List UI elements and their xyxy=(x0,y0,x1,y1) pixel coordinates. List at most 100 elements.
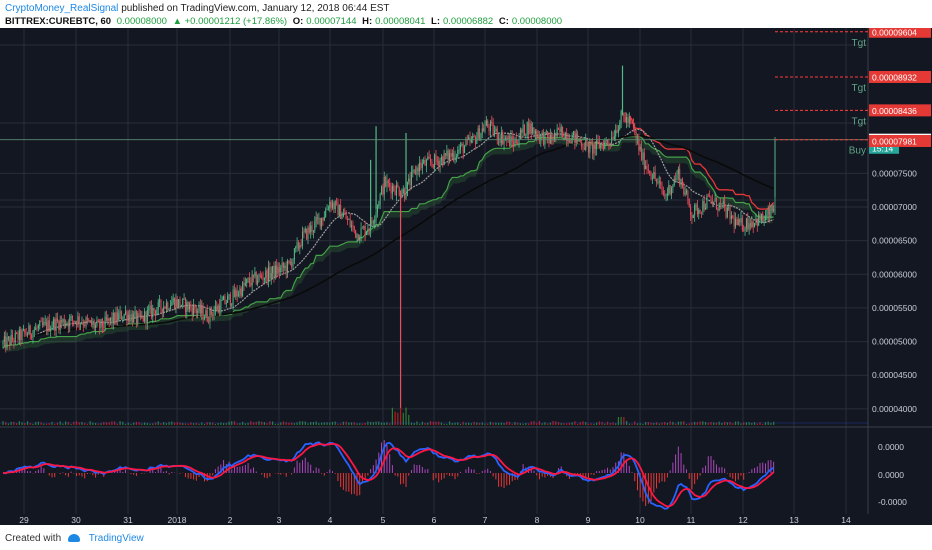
time-tick-label: 10 xyxy=(635,515,645,525)
volume-bar xyxy=(209,422,211,425)
candle-body xyxy=(717,209,719,211)
volume-bar xyxy=(590,423,592,425)
time-tick-label: 30 xyxy=(71,515,81,525)
volume-bar xyxy=(517,422,519,425)
volume-bar xyxy=(195,422,197,425)
candle-body xyxy=(364,226,366,235)
tradingview-brand[interactable]: TradingView xyxy=(88,533,144,544)
candle-body xyxy=(409,178,411,186)
symbol-name[interactable]: BITTREX:CUREBTC, 60 xyxy=(5,16,112,27)
volume-bar xyxy=(386,422,388,425)
candle-body xyxy=(202,306,204,320)
candle-body xyxy=(360,227,362,239)
volume-bar xyxy=(481,422,483,425)
candle-body xyxy=(292,259,294,267)
volume-bar xyxy=(615,423,617,425)
candle-body xyxy=(672,185,674,188)
volume-bar xyxy=(664,422,666,425)
volume-bar xyxy=(623,417,625,425)
candle-body xyxy=(474,136,476,144)
candle-body xyxy=(511,136,513,142)
candle-body xyxy=(446,150,448,156)
candle-body xyxy=(195,309,197,313)
candle-body xyxy=(204,317,206,320)
tradingview-logo-icon[interactable] xyxy=(67,534,80,543)
candle-body xyxy=(349,219,351,227)
candle-body xyxy=(163,306,165,313)
candle-body xyxy=(521,129,523,133)
candle-body xyxy=(514,138,516,147)
candle-body xyxy=(379,193,381,205)
candle-body xyxy=(457,150,459,157)
volume-bar xyxy=(443,423,445,425)
volume-bar xyxy=(631,423,633,425)
candle-body xyxy=(613,136,615,140)
candle-body xyxy=(150,305,152,318)
volume-bar xyxy=(541,423,543,425)
volume-bar xyxy=(32,423,34,425)
candle-body xyxy=(473,135,475,137)
candle-body xyxy=(702,201,704,213)
candle-body xyxy=(385,176,387,187)
volume-bar xyxy=(536,423,538,425)
candle-body xyxy=(167,302,169,310)
volume-bar xyxy=(487,423,489,425)
volume-bar xyxy=(525,422,527,425)
candle-body xyxy=(485,120,487,126)
chart-background xyxy=(0,28,932,525)
candle-body xyxy=(276,265,278,274)
candle-body xyxy=(627,117,629,124)
macd-tick-label: -0.0000 xyxy=(878,497,907,507)
candle-body xyxy=(63,319,65,326)
candle-body xyxy=(312,230,314,232)
candle-body xyxy=(664,194,666,196)
candle-body xyxy=(159,300,161,302)
volume-bar xyxy=(220,422,222,425)
candle-body xyxy=(374,219,376,223)
candle-body xyxy=(720,202,722,204)
candle-body xyxy=(462,144,464,154)
publish-line: CryptoMoney_RealSignal published on Trad… xyxy=(5,3,390,14)
candle-body xyxy=(191,307,193,316)
volume-bar xyxy=(163,422,165,425)
candle-body xyxy=(479,128,481,141)
volume-bar xyxy=(176,422,178,425)
author-link[interactable]: CryptoMoney_RealSignal xyxy=(5,3,119,14)
candle-body xyxy=(346,219,348,221)
volume-bar xyxy=(585,422,587,425)
candle-body xyxy=(157,301,159,311)
candle-body xyxy=(402,189,404,194)
candle-body xyxy=(459,144,461,150)
candle-body xyxy=(572,131,574,135)
volume-bar xyxy=(655,422,658,425)
price-axis[interactable]: 0.00004000 0.00004500 0.00005000 0.00005500… xyxy=(872,168,917,507)
candle-body xyxy=(597,139,599,143)
volume-bar xyxy=(593,423,595,425)
volume-bar xyxy=(103,421,105,425)
candle-body xyxy=(391,185,393,194)
volume-bar xyxy=(397,412,399,425)
candle-body xyxy=(619,122,621,130)
candle-body xyxy=(93,322,95,329)
candle-body xyxy=(608,142,610,144)
candle-body xyxy=(193,304,195,316)
candle-body xyxy=(759,214,761,221)
candle-body xyxy=(522,124,524,133)
candle-body xyxy=(458,149,460,151)
time-axis[interactable]: 29 30 31 2018 2 3 4 5 6 7 8 9 10 11 12 13 14 xyxy=(0,514,932,525)
chart-canvas[interactable]: 0.00009604Tgt0.00008932Tgt0.00008436Tgt0… xyxy=(0,28,932,525)
candle-body xyxy=(239,288,241,295)
volume-bar xyxy=(24,423,26,425)
candle-body xyxy=(442,157,444,166)
volume-bar xyxy=(293,423,295,425)
candle-body xyxy=(56,318,58,322)
price-levels: 0.00009604 Tgt 0.00008932 Tgt 0.00008436 Tgt 0… xyxy=(0,28,931,157)
volume-bar xyxy=(478,422,481,425)
volume-bar xyxy=(206,422,208,425)
target-price-tag xyxy=(869,104,931,117)
candle-body xyxy=(430,158,432,163)
candle-body xyxy=(743,229,745,231)
candle-body xyxy=(656,179,658,183)
candle-body xyxy=(718,202,720,211)
candle-body xyxy=(223,296,225,301)
